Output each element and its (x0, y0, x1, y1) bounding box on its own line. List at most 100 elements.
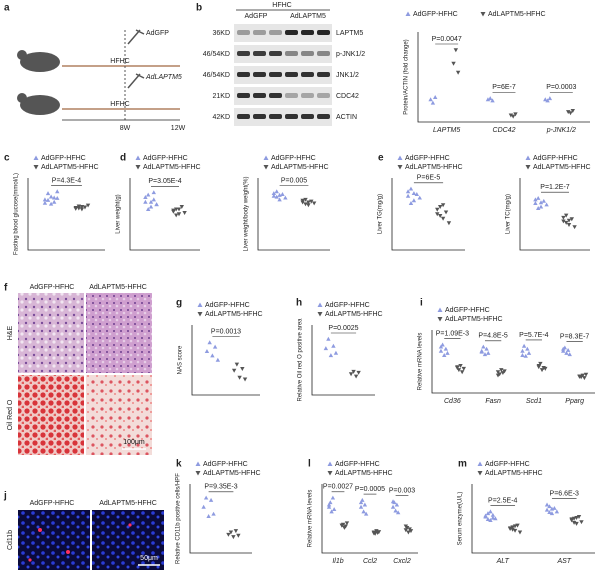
x-tick-label: Pparg (565, 398, 584, 405)
row-label: Cd11b (7, 530, 14, 550)
column-label: AdGFP-HFHC (30, 500, 75, 507)
scatter-plot: i Relative mRNA levels AdGFP-HFHC AdLAPTM5-… (418, 298, 595, 405)
legend-label: AdLAPTM5-HFHC (488, 11, 546, 18)
data-point (203, 495, 209, 500)
data-point (358, 500, 364, 505)
plots: Protein/ACTIN (fold change) AdGFP-HFHC AdL… (4, 11, 595, 565)
data-point (544, 502, 550, 507)
x-tick-label: p-JNK1/2 (546, 127, 576, 134)
data-point (236, 533, 241, 538)
data-point (154, 202, 159, 207)
data-point (333, 350, 339, 355)
data-point (395, 510, 401, 515)
data-point (483, 513, 488, 518)
virus-label: AdGFP (146, 30, 169, 37)
panel-f: f AdGFP-HFHC AdLAPTM5-HFHC H&E Oil Red O… (4, 283, 152, 455)
data-point (440, 342, 445, 347)
data-point (326, 502, 332, 507)
micrograph (92, 510, 164, 570)
legend-marker (135, 155, 141, 160)
data-point (544, 202, 549, 207)
blot-band (317, 114, 330, 119)
legend-label: AdLAPTM5-HFHC (335, 470, 393, 477)
data-point (405, 193, 411, 198)
panel-letter: k (176, 459, 182, 470)
data-point (48, 194, 54, 199)
data-point (566, 218, 572, 223)
data-point (274, 194, 279, 199)
data-point (569, 217, 574, 222)
data-point (579, 520, 584, 525)
time-label: 8W (120, 125, 131, 132)
legend-marker (197, 312, 203, 317)
p-value: P=4.8E-5 (478, 333, 507, 340)
scatter-plot: e Liver TG(mg/g) AdGFP-HFHC AdLAPTM5-HFHC P=… (378, 153, 465, 251)
data-point (242, 377, 248, 382)
panel-letter: c (4, 153, 10, 164)
blot-band (317, 93, 330, 98)
legend-marker (477, 461, 483, 466)
blot-band (301, 30, 314, 35)
data-point (371, 531, 377, 536)
blot-band (301, 72, 314, 77)
data-point (146, 192, 151, 197)
data-point (323, 346, 329, 351)
data-point (554, 509, 560, 514)
stain-spot (38, 528, 42, 532)
molecular-weight: 21KD (212, 93, 230, 100)
blot-strip (234, 87, 332, 105)
micrograph (86, 293, 152, 373)
panel-j: j AdGFP-HFHC AdLAPTM5-HFHC Cd11b 50μm (3, 491, 164, 570)
data-point (520, 353, 525, 357)
data-point (536, 206, 541, 210)
data-point (566, 223, 572, 227)
data-point (148, 199, 154, 204)
axis (431, 330, 595, 394)
x-tick-label: Cxcl2 (393, 558, 411, 565)
x-tick-label: LAPTM5 (433, 127, 460, 134)
data-point (526, 350, 532, 355)
y-axis-label: Fasting blood glucose(mmol/L) (14, 173, 20, 255)
data-point (280, 192, 285, 196)
data-point (539, 368, 545, 373)
data-point (240, 366, 245, 371)
data-point (545, 98, 550, 103)
p-value: P=0.003 (389, 487, 415, 494)
legend-label: AdLAPTM5-HFHC (485, 470, 543, 477)
data-point (174, 207, 179, 212)
y-axis-label: Relative CD11b positive cells/HPF (176, 473, 182, 564)
blot-group: AdGFP (245, 13, 268, 20)
data-point (79, 207, 85, 212)
x-tick-label: Ccl2 (363, 558, 377, 565)
blot-band (237, 72, 250, 77)
blot-band (253, 114, 266, 119)
data-point (358, 504, 364, 509)
data-point (408, 201, 414, 205)
legend-marker (317, 302, 323, 307)
data-point (210, 353, 215, 358)
blot-band (285, 93, 298, 98)
x-tick-label: ALT (496, 558, 510, 565)
data-point (306, 203, 311, 208)
molecular-weight: 46/54KD (203, 51, 230, 58)
data-point (566, 110, 571, 115)
mouse-icon (20, 52, 60, 72)
scatter-plot: d Liver weight(g) AdGFP-HFHC AdLAPTM5-HFHC P… (116, 153, 201, 251)
p-value: P=0.005 (281, 177, 307, 184)
data-point (577, 374, 582, 379)
p-value: P=0.0005 (355, 486, 385, 493)
data-point (523, 353, 528, 358)
y-axis-label: Liver weight/body weight(%) (244, 176, 250, 251)
scatter-plot: l Relative mRNA levels AdGFP-HFHC AdLAPTM5-… (308, 459, 418, 565)
data-point (571, 520, 577, 525)
data-point (538, 200, 544, 205)
scatter-plot: Protein/ACTIN (fold change) AdGFP-HFHC AdL… (404, 11, 590, 134)
y-axis-label: Serum enzyme(U/L) (458, 492, 464, 546)
data-point (536, 363, 541, 368)
data-point (343, 524, 348, 529)
stain-spot (128, 523, 132, 527)
data-point (428, 97, 433, 102)
mouse-icon (20, 95, 60, 115)
blot-strip (234, 24, 332, 42)
data-point (445, 350, 450, 355)
